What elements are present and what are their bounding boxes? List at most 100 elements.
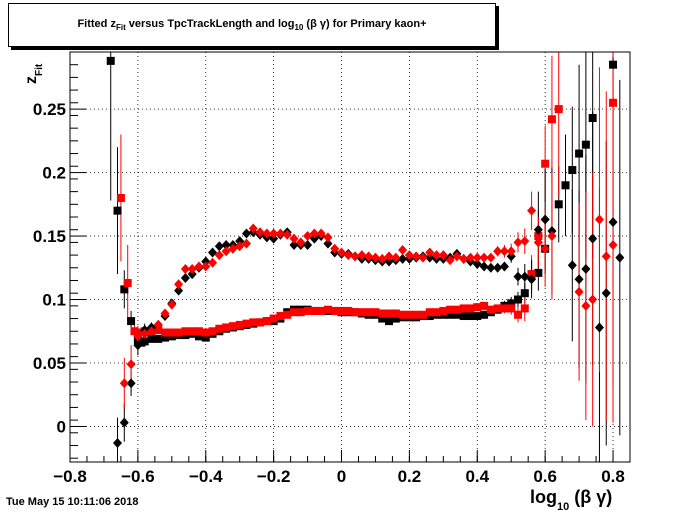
data-point-diamond	[513, 271, 523, 282]
data-point-diamond	[540, 214, 550, 225]
data-point-square	[330, 306, 339, 315]
data-point-diamond	[180, 272, 190, 283]
data-point-diamond	[499, 261, 509, 272]
data-point-square	[473, 303, 482, 312]
data-point-diamond	[153, 319, 163, 330]
data-point-square	[378, 309, 387, 318]
data-point-square	[561, 181, 570, 190]
data-point-square	[113, 206, 122, 215]
data-point-square	[588, 114, 597, 123]
data-point-diamond	[493, 262, 503, 273]
data-point-diamond	[235, 236, 245, 247]
data-markers	[106, 56, 625, 448]
x-tick-label: −0.4	[189, 467, 223, 486]
y-tick-label: 0.1	[42, 291, 66, 310]
data-point-diamond	[201, 261, 211, 272]
data-point-diamond	[364, 251, 374, 262]
data-point-diamond	[615, 252, 625, 263]
data-point-diamond	[187, 264, 197, 275]
data-point-square	[194, 332, 203, 341]
data-point-square	[201, 333, 210, 342]
data-point-square	[147, 334, 156, 343]
data-point-square	[425, 308, 434, 317]
data-point-square	[215, 324, 224, 333]
chart-title-box: Fitted zFit versus TpcTrackLength and lo…	[8, 3, 496, 47]
data-point-square	[323, 305, 332, 314]
data-point-square	[575, 149, 584, 158]
data-point-diamond	[479, 261, 489, 272]
data-point-square	[161, 333, 170, 342]
data-point-diamond	[180, 264, 190, 275]
data-point-square	[500, 304, 509, 313]
data-point-square	[283, 310, 292, 319]
data-point-diamond	[574, 274, 584, 285]
data-point-diamond	[594, 214, 604, 225]
data-point-diamond	[581, 300, 591, 311]
data-point-square	[486, 305, 495, 314]
data-point-square	[534, 232, 543, 241]
data-point-diamond	[418, 252, 428, 263]
data-point-square	[452, 310, 461, 319]
data-point-diamond	[472, 252, 482, 263]
data-point-diamond	[547, 231, 557, 242]
y-axis-label: zFit	[23, 63, 45, 84]
data-point-diamond	[221, 246, 231, 257]
data-point-square	[116, 193, 125, 202]
data-point-square	[269, 314, 278, 323]
data-point-diamond	[350, 251, 360, 262]
data-point-diamond	[316, 228, 326, 239]
data-point-square	[123, 279, 132, 288]
data-point-diamond	[411, 251, 421, 262]
x-tick-label: 0.2	[398, 467, 422, 486]
plot-frame	[69, 51, 631, 463]
data-point-diamond	[221, 239, 231, 250]
data-point-diamond	[201, 256, 211, 267]
data-point-diamond	[377, 253, 387, 264]
axes: −0.8 −0.6 −0.4 −0.2 0 0.2 0.4 0.6 0.8 0 0.05 0.1 0.1…	[33, 64, 631, 486]
data-point-square	[609, 98, 618, 107]
data-point-square	[466, 304, 475, 313]
data-point-diamond	[513, 237, 523, 248]
data-point-square	[391, 309, 400, 318]
data-point-diamond	[465, 252, 475, 263]
chart-title: Fitted zFit versus TpcTrackLength and lo…	[77, 18, 427, 32]
x-tick-label: 0.4	[465, 467, 489, 486]
data-point-diamond	[303, 239, 313, 250]
data-point-diamond	[486, 262, 496, 273]
data-point-diamond	[547, 225, 557, 236]
data-point-diamond	[119, 378, 129, 389]
data-point-diamond	[398, 253, 408, 264]
data-point-diamond	[445, 255, 455, 266]
data-point-square	[391, 314, 400, 323]
data-point-square	[432, 308, 441, 317]
data-point-diamond	[425, 247, 435, 258]
data-point-diamond	[499, 246, 509, 257]
data-point-square	[296, 308, 305, 317]
data-point-diamond	[208, 257, 218, 268]
data-point-square	[317, 306, 326, 315]
data-point-square	[554, 200, 563, 209]
data-point-square	[106, 56, 115, 65]
y-tick-label: 0.05	[33, 354, 66, 373]
data-point-square	[290, 308, 298, 317]
data-point-square	[452, 305, 461, 314]
data-point-diamond	[533, 237, 543, 248]
data-point-diamond	[567, 260, 577, 271]
data-point-diamond	[337, 247, 347, 258]
data-point-square	[534, 268, 543, 277]
data-point-square	[235, 320, 244, 329]
data-point-diamond	[228, 243, 238, 254]
x-tick-label: 0	[337, 467, 346, 486]
data-point-square	[242, 319, 251, 328]
data-point-square	[256, 318, 265, 327]
data-point-diamond	[275, 228, 285, 239]
data-point-diamond	[262, 228, 272, 239]
data-point-diamond	[160, 308, 170, 319]
data-point-diamond	[533, 224, 543, 235]
data-point-diamond	[289, 233, 299, 244]
data-point-diamond	[303, 231, 313, 242]
data-point-square	[554, 105, 563, 114]
data-point-square	[303, 306, 312, 315]
data-point-square	[249, 318, 258, 327]
